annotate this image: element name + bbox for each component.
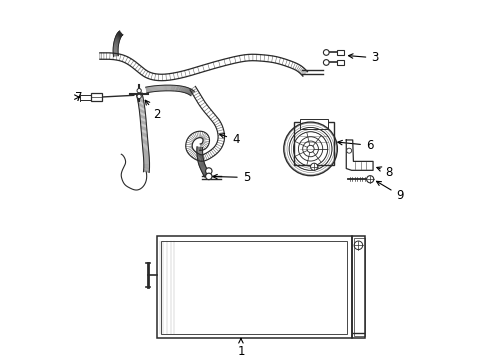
Circle shape <box>137 89 141 93</box>
Circle shape <box>310 163 317 170</box>
Text: 2: 2 <box>145 100 161 121</box>
Text: 7: 7 <box>74 91 82 104</box>
Text: 8: 8 <box>376 166 392 179</box>
Bar <box>351 237 365 338</box>
Circle shape <box>137 94 141 99</box>
Circle shape <box>366 176 373 183</box>
Circle shape <box>323 50 328 55</box>
Bar <box>299 118 328 129</box>
Text: 9: 9 <box>376 181 403 202</box>
Circle shape <box>323 60 328 65</box>
Circle shape <box>205 168 212 174</box>
Bar <box>91 93 102 102</box>
Bar <box>157 237 351 338</box>
Bar <box>294 122 333 165</box>
Bar <box>353 238 365 336</box>
Bar <box>161 241 346 334</box>
Bar <box>337 50 344 55</box>
Text: 1: 1 <box>237 338 244 358</box>
Circle shape <box>205 173 212 180</box>
Bar <box>337 60 344 65</box>
Text: 4: 4 <box>219 134 239 147</box>
Text: 6: 6 <box>337 139 373 152</box>
Circle shape <box>346 148 351 153</box>
Text: 3: 3 <box>348 51 378 64</box>
Text: 5: 5 <box>212 171 249 184</box>
